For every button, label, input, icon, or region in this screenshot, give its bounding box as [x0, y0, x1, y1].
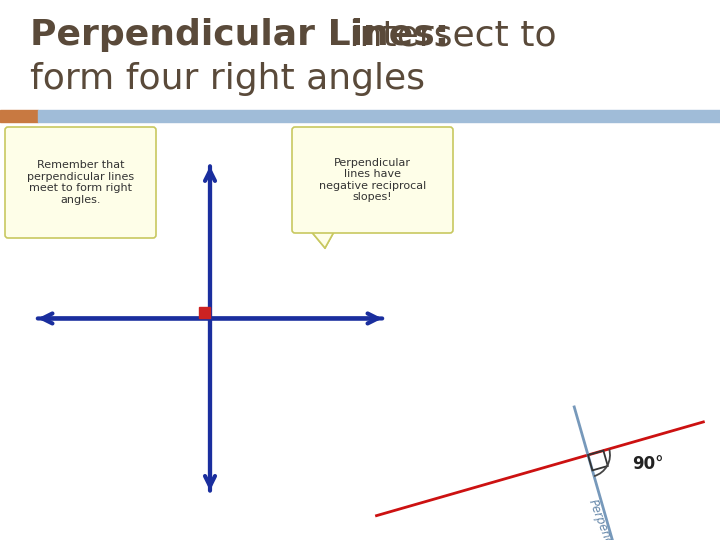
- Bar: [0, 110, 38, 122]
- Text: Perpendicular Lines:: Perpendicular Lines:: [30, 18, 449, 52]
- FancyBboxPatch shape: [5, 127, 156, 238]
- Polygon shape: [310, 230, 335, 248]
- Bar: [199, 307, 210, 319]
- Text: Perpendicular: Perpendicular: [586, 498, 627, 540]
- Text: intersect to: intersect to: [338, 18, 557, 52]
- Text: Perpendicular
lines have
negative reciprocal
slopes!: Perpendicular lines have negative recipr…: [319, 158, 426, 202]
- FancyBboxPatch shape: [292, 127, 453, 233]
- Bar: [38, 110, 720, 122]
- Text: form four right angles: form four right angles: [30, 62, 425, 96]
- Text: 90°: 90°: [632, 455, 664, 472]
- Text: Remember that
perpendicular lines
meet to form right
angles.: Remember that perpendicular lines meet t…: [27, 160, 134, 205]
